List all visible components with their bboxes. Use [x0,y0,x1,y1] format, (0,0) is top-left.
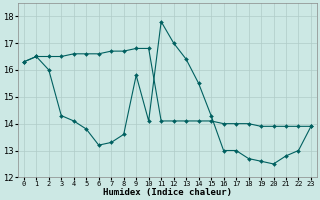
X-axis label: Humidex (Indice chaleur): Humidex (Indice chaleur) [103,188,232,197]
